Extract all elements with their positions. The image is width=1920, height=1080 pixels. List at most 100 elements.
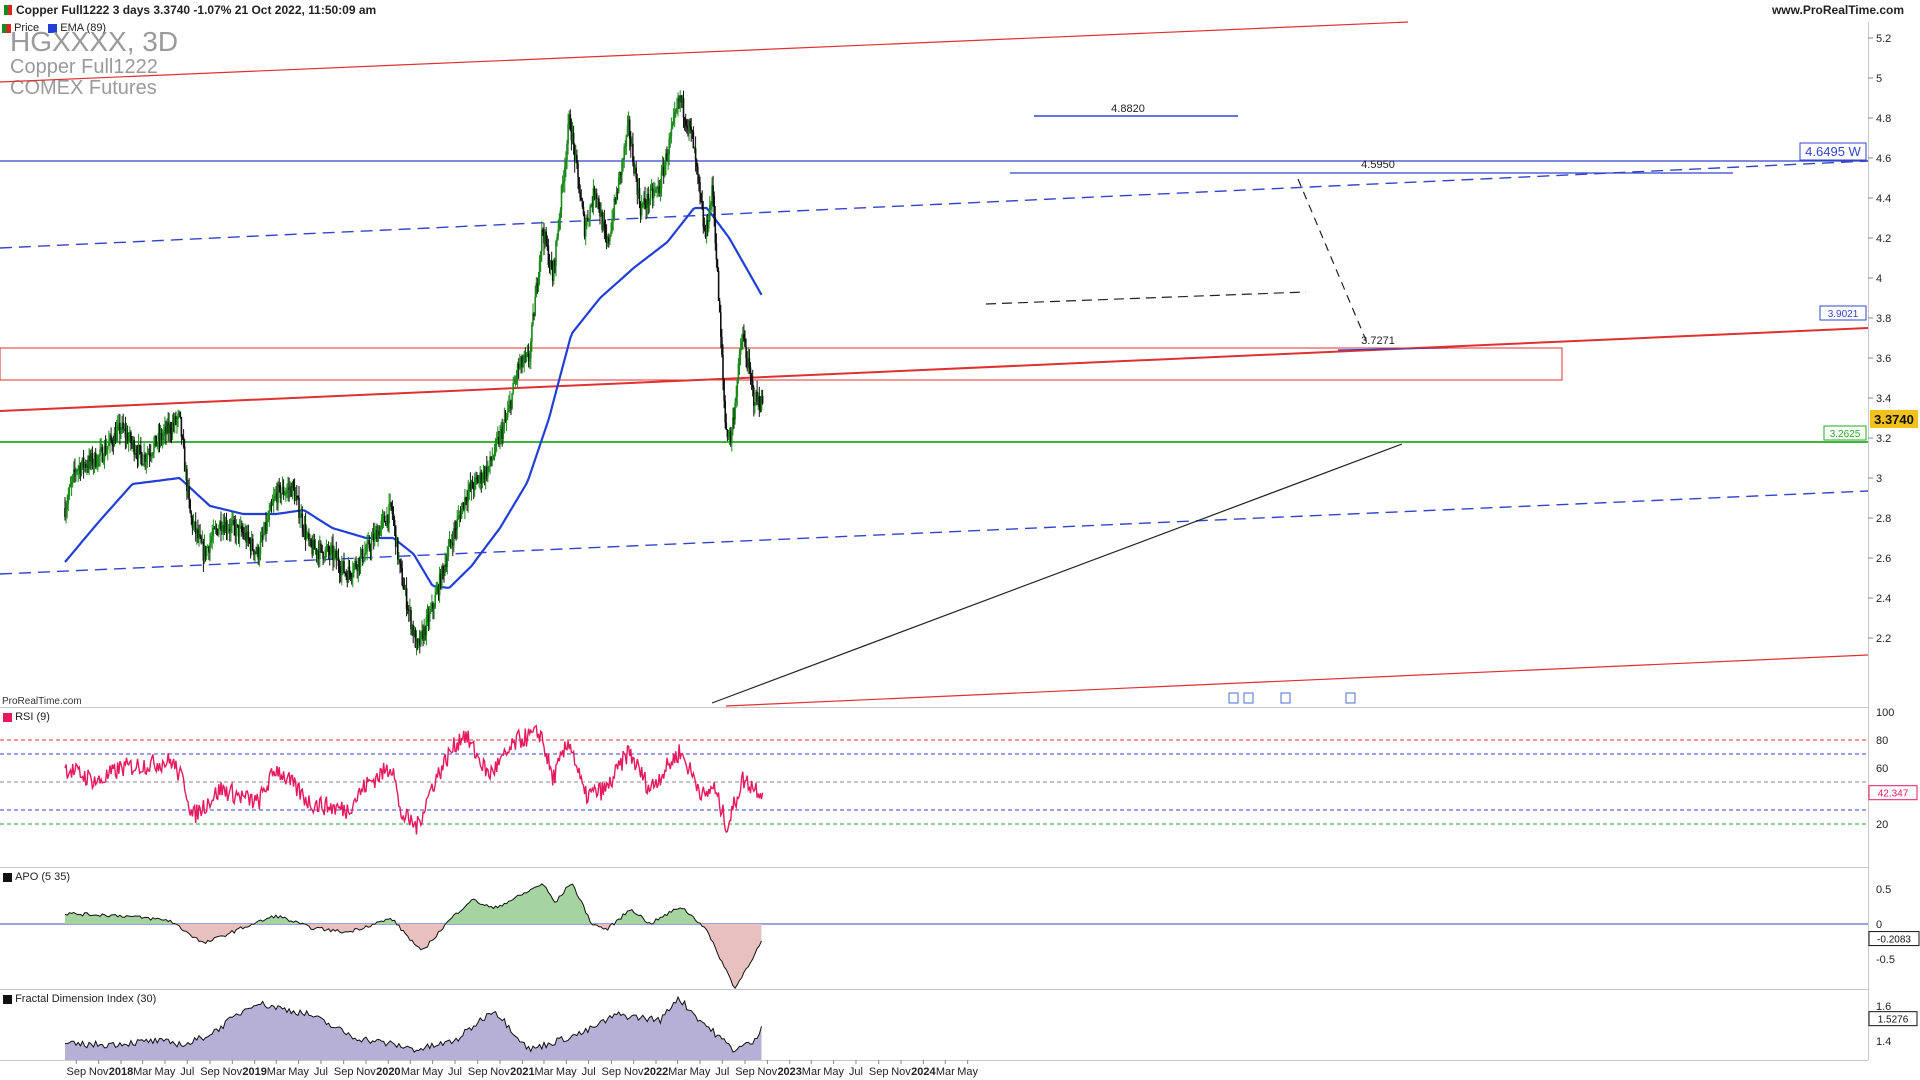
candle-body (192, 523, 195, 528)
candle-body (434, 595, 436, 608)
candle-body (218, 528, 220, 535)
candle-body (204, 546, 207, 556)
time-tick-label: Mar (668, 1066, 687, 1078)
candle-body (233, 520, 235, 526)
candle-body (267, 519, 269, 521)
blue-dash-lower (0, 490, 1869, 575)
candle-body (432, 603, 434, 609)
candle-body (242, 532, 244, 534)
candle-body (232, 520, 234, 523)
candle-body (125, 433, 128, 438)
candle-body (278, 484, 280, 486)
candle-body (659, 189, 662, 193)
candle-body (573, 144, 576, 161)
candle-body (520, 357, 522, 364)
price-tick-label: 4 (1876, 273, 1882, 285)
time-tick-label: Mar (267, 1066, 286, 1078)
candle-body (250, 538, 253, 551)
level-label-4.8820: 4.8820 (1111, 103, 1145, 115)
candle-body (241, 526, 243, 532)
rsi-tick-label: 60 (1876, 763, 1888, 775)
candle-body (748, 358, 751, 368)
time-tick-label: Nov (624, 1066, 644, 1078)
candle-body (449, 539, 452, 543)
candle-body (642, 203, 644, 205)
candle-body (332, 545, 334, 560)
candle-body (744, 338, 746, 347)
candle-body (620, 172, 622, 175)
candle-body (732, 417, 734, 431)
candle-body (568, 114, 570, 124)
candle-body (160, 433, 163, 440)
time-tick-label: 2019 (242, 1066, 266, 1078)
candle-body (510, 401, 512, 409)
candle-body (156, 443, 159, 447)
event-markers (1228, 692, 1356, 704)
price-tick-label: 3.2 (1876, 433, 1891, 445)
candle-body (288, 487, 290, 490)
candle-body (488, 465, 490, 468)
candle-body (433, 607, 435, 609)
rising-support-line (711, 443, 1403, 704)
candle-body (309, 539, 311, 541)
candle-body (590, 205, 592, 207)
candle-body (353, 564, 355, 573)
candle-body (185, 469, 187, 472)
candle-body (584, 226, 587, 237)
time-tick-label: May (957, 1066, 978, 1078)
candle-body (143, 454, 145, 465)
candle-body (651, 188, 654, 199)
candle-body (164, 426, 166, 432)
candle-body (447, 546, 450, 557)
time-axis: Sep Nov 2018 Mar May Jul Sep Nov 2019 Mar May Jul Se… (67, 1060, 979, 1078)
fdi-tick-label: 1.4 (1876, 1036, 1891, 1048)
candle-body (189, 499, 191, 513)
candle-body (369, 548, 372, 551)
candle-body (348, 566, 351, 573)
candle-body (371, 534, 374, 540)
candle-body (668, 138, 670, 155)
candle-body (718, 300, 721, 313)
candle-body (621, 160, 623, 175)
candle-body (334, 550, 336, 553)
candle-body (544, 231, 546, 244)
candle-body (487, 467, 489, 477)
candle-body (745, 346, 747, 359)
time-tick-label: Mar (133, 1066, 152, 1078)
candle-body (180, 417, 183, 437)
candle-body (88, 455, 90, 468)
candle-body (430, 609, 432, 612)
fdi-title: Fractal Dimension Index (30) (15, 993, 157, 1006)
candle-body (702, 208, 705, 227)
candle-body (422, 630, 424, 641)
candle-body (721, 336, 723, 355)
decline-dash (1297, 178, 1369, 346)
candle-body (395, 537, 398, 547)
candle-body (375, 530, 377, 533)
candle-body (169, 424, 172, 433)
candle-body (406, 608, 409, 610)
candle-body (556, 237, 558, 241)
blue-dash-upper (0, 160, 1869, 249)
candle-body (274, 495, 276, 499)
candle-body (625, 135, 628, 147)
candle-body (236, 524, 239, 526)
candle-body (129, 432, 131, 439)
candle-body (695, 159, 698, 167)
candle-body (376, 530, 378, 542)
candle-body (464, 497, 466, 510)
candle-body (524, 355, 527, 357)
fdi-panel: 1.6 1.4 1.5276 (64, 995, 1918, 1060)
candle-body (502, 426, 505, 439)
candle-body (404, 588, 407, 590)
candle-body (476, 477, 478, 479)
candle-body (714, 217, 717, 244)
candle-body (212, 528, 215, 537)
candle-body (637, 187, 640, 195)
candle-body (575, 154, 577, 161)
candle-body (565, 159, 567, 168)
legend-price-icon (2, 23, 11, 33)
candle-body (639, 203, 642, 216)
candle-body (576, 154, 578, 164)
apo-color-icon (3, 872, 12, 882)
